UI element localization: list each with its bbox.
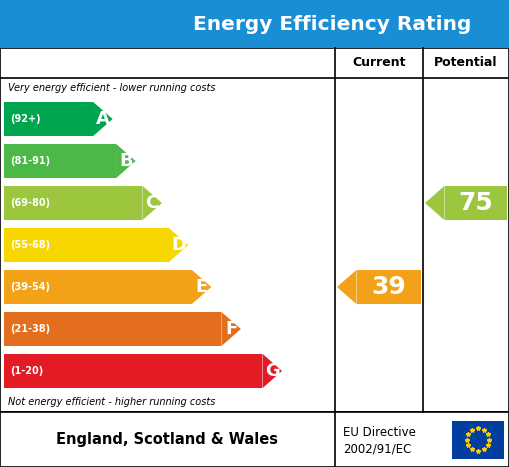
Polygon shape (337, 270, 356, 304)
Text: EU Directive: EU Directive (343, 426, 416, 439)
Text: E: E (195, 278, 208, 296)
Text: 2002/91/EC: 2002/91/EC (343, 443, 411, 456)
Text: (55-68): (55-68) (10, 240, 50, 250)
Bar (0, 48, 509, 412)
Text: D: D (171, 236, 186, 254)
Text: (1-20): (1-20) (10, 366, 43, 376)
Polygon shape (168, 228, 188, 262)
Text: (69-80): (69-80) (10, 198, 50, 208)
Bar (4, 228, 168, 262)
Bar (444, 186, 507, 220)
Text: Energy Efficiency Rating: Energy Efficiency Rating (193, 14, 472, 34)
Text: Very energy efficient - lower running costs: Very energy efficient - lower running co… (8, 83, 215, 93)
Text: 39: 39 (372, 275, 406, 299)
Polygon shape (143, 186, 162, 220)
Text: F: F (225, 320, 237, 338)
Polygon shape (263, 354, 282, 388)
Polygon shape (425, 186, 444, 220)
Bar (356, 270, 421, 304)
Text: 75: 75 (459, 191, 493, 215)
Text: England, Scotland & Wales: England, Scotland & Wales (56, 432, 278, 447)
Bar (0, 0, 509, 48)
Bar (0, 412, 509, 467)
Text: (92+): (92+) (10, 114, 41, 124)
Polygon shape (116, 144, 135, 178)
Bar (4, 144, 116, 178)
Text: Current: Current (352, 57, 406, 70)
Bar (4, 312, 221, 346)
Text: A: A (96, 110, 110, 128)
Bar (452, 420, 504, 459)
Polygon shape (192, 270, 211, 304)
Text: B: B (119, 152, 133, 170)
Bar (4, 102, 93, 136)
Text: Not energy efficient - higher running costs: Not energy efficient - higher running co… (8, 397, 215, 407)
Text: (21-38): (21-38) (10, 324, 50, 334)
Text: (81-91): (81-91) (10, 156, 50, 166)
Bar (4, 270, 192, 304)
Polygon shape (221, 312, 241, 346)
Text: (39-54): (39-54) (10, 282, 50, 292)
Text: Potential: Potential (434, 57, 498, 70)
Text: G: G (265, 362, 279, 380)
Bar (4, 186, 143, 220)
Bar (4, 354, 263, 388)
Text: C: C (146, 194, 159, 212)
Polygon shape (93, 102, 112, 136)
